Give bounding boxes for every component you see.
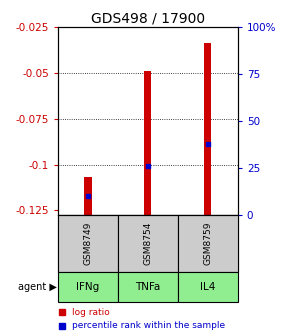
Bar [118,272,178,302]
Text: log ratio: log ratio [72,308,110,317]
Bar [178,272,238,302]
Bar [144,71,151,215]
Text: GSM8749: GSM8749 [84,222,93,265]
Bar [204,43,211,215]
Text: IL4: IL4 [200,282,215,292]
Title: GDS498 / 17900: GDS498 / 17900 [91,12,205,26]
Bar [178,215,238,272]
Text: GSM8754: GSM8754 [143,222,153,265]
Text: TNFa: TNFa [135,282,161,292]
Text: GSM8759: GSM8759 [203,222,212,265]
Bar [58,215,118,272]
Text: percentile rank within the sample: percentile rank within the sample [72,322,226,330]
Bar [58,272,118,302]
Text: agent ▶: agent ▶ [18,282,57,292]
Bar [118,215,178,272]
Text: IFNg: IFNg [76,282,99,292]
Bar [84,177,92,215]
